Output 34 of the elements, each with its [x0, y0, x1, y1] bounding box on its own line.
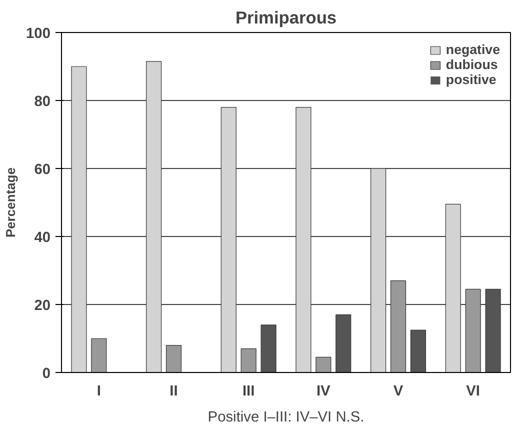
legend-label: positive: [446, 72, 496, 87]
bar: [485, 288, 501, 372]
bar: [336, 314, 352, 372]
y-tick-label: 20: [34, 298, 51, 314]
y-tick-label: 0: [42, 366, 51, 382]
bar: [240, 348, 256, 372]
chart-title: Primiparous: [235, 8, 337, 28]
y-tick-label: 60: [34, 162, 51, 178]
y-tick-label: 40: [34, 230, 51, 246]
x-tick-label: IV: [316, 384, 331, 400]
bar: [91, 338, 107, 372]
bar: [260, 324, 276, 372]
y-tick-label: 80: [34, 94, 51, 110]
legend-label: dubious: [446, 57, 498, 72]
legend-label: negative: [446, 42, 500, 57]
x-tick-label: II: [170, 384, 178, 400]
text: Positive I–III: IV–VI N.S.: [208, 410, 364, 426]
x-tick-label: V: [393, 384, 404, 400]
bar: [316, 356, 332, 372]
x-tick-label: VI: [466, 384, 480, 400]
bar: [71, 66, 87, 372]
bar: [370, 168, 386, 372]
bar: [220, 107, 236, 372]
y-tick-label: 100: [26, 26, 51, 42]
bar: [146, 61, 162, 372]
x-tick-label: I: [96, 384, 101, 400]
bar: [390, 280, 406, 372]
bar: [445, 204, 461, 372]
x-tick-label: III: [242, 384, 255, 400]
bar: [296, 107, 312, 372]
bar: [166, 345, 182, 372]
bar: [465, 288, 481, 372]
y-axis-title: Percentage: [3, 167, 18, 238]
bar: [410, 330, 426, 372]
